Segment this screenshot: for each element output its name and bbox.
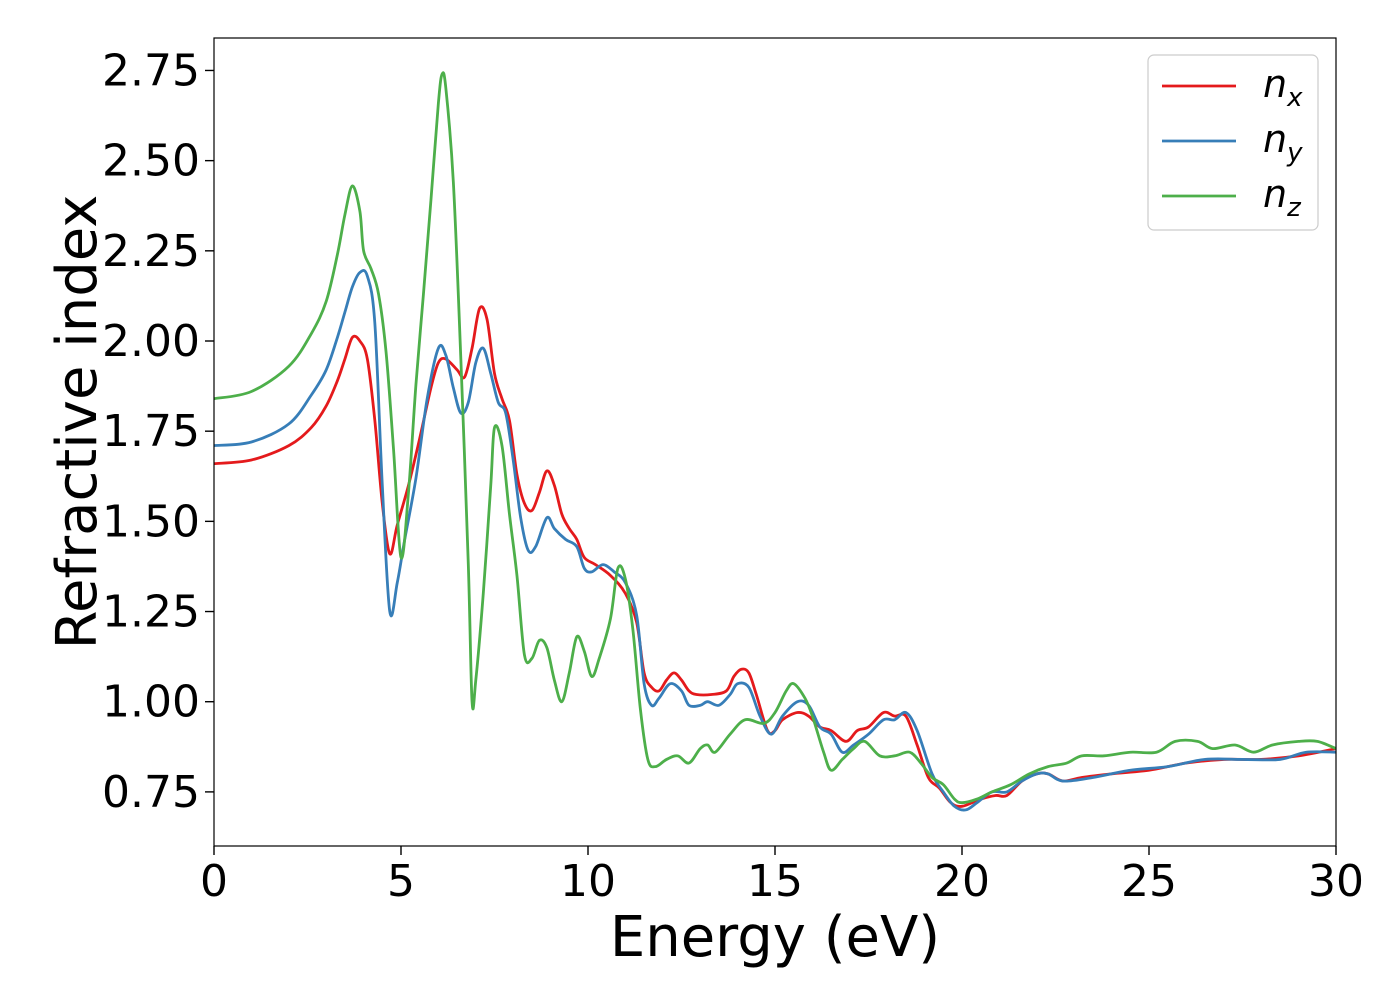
x-tick-label: 5 [387,856,415,907]
legend-label-nz: nz [1263,172,1302,223]
y-tick-label: 1.00 [102,677,200,728]
y-tick-label: 0.75 [102,767,200,818]
y-tick-label: 2.50 [102,136,200,187]
series-line-nx [214,305,1336,808]
y-tick-label: 2.75 [102,45,200,96]
plot-lines [214,71,1336,812]
x-tick-label: 0 [200,856,228,907]
x-tick-label: 10 [560,856,616,907]
legend-label-nx: nx [1263,62,1303,113]
y-tick-label: 2.25 [102,226,200,277]
x-tick-label: 20 [934,856,990,907]
x-tick-label: 15 [747,856,803,907]
y-axis-title: Refractive index [45,195,110,650]
x-tick-label: 25 [1121,856,1177,907]
y-tick-label: 1.25 [102,587,200,638]
series-line-nz [214,71,1336,805]
x-tick-label: 30 [1308,856,1364,907]
x-axis-title: Energy (eV) [610,905,940,970]
x-axis-ticks: 0 5 10 15 20 25 30 [200,846,1364,907]
series-line-ny [214,269,1336,812]
y-tick-label: 1.75 [102,406,200,457]
legend-box [1147,54,1319,231]
y-axis-ticks: 0.75 1.00 1.25 1.50 1.75 2.00 2.25 2.50 2.75 [102,45,214,818]
y-tick-label: 2.00 [102,316,200,367]
legend-label-ny: ny [1263,117,1303,168]
y-tick-label: 1.50 [102,496,200,547]
